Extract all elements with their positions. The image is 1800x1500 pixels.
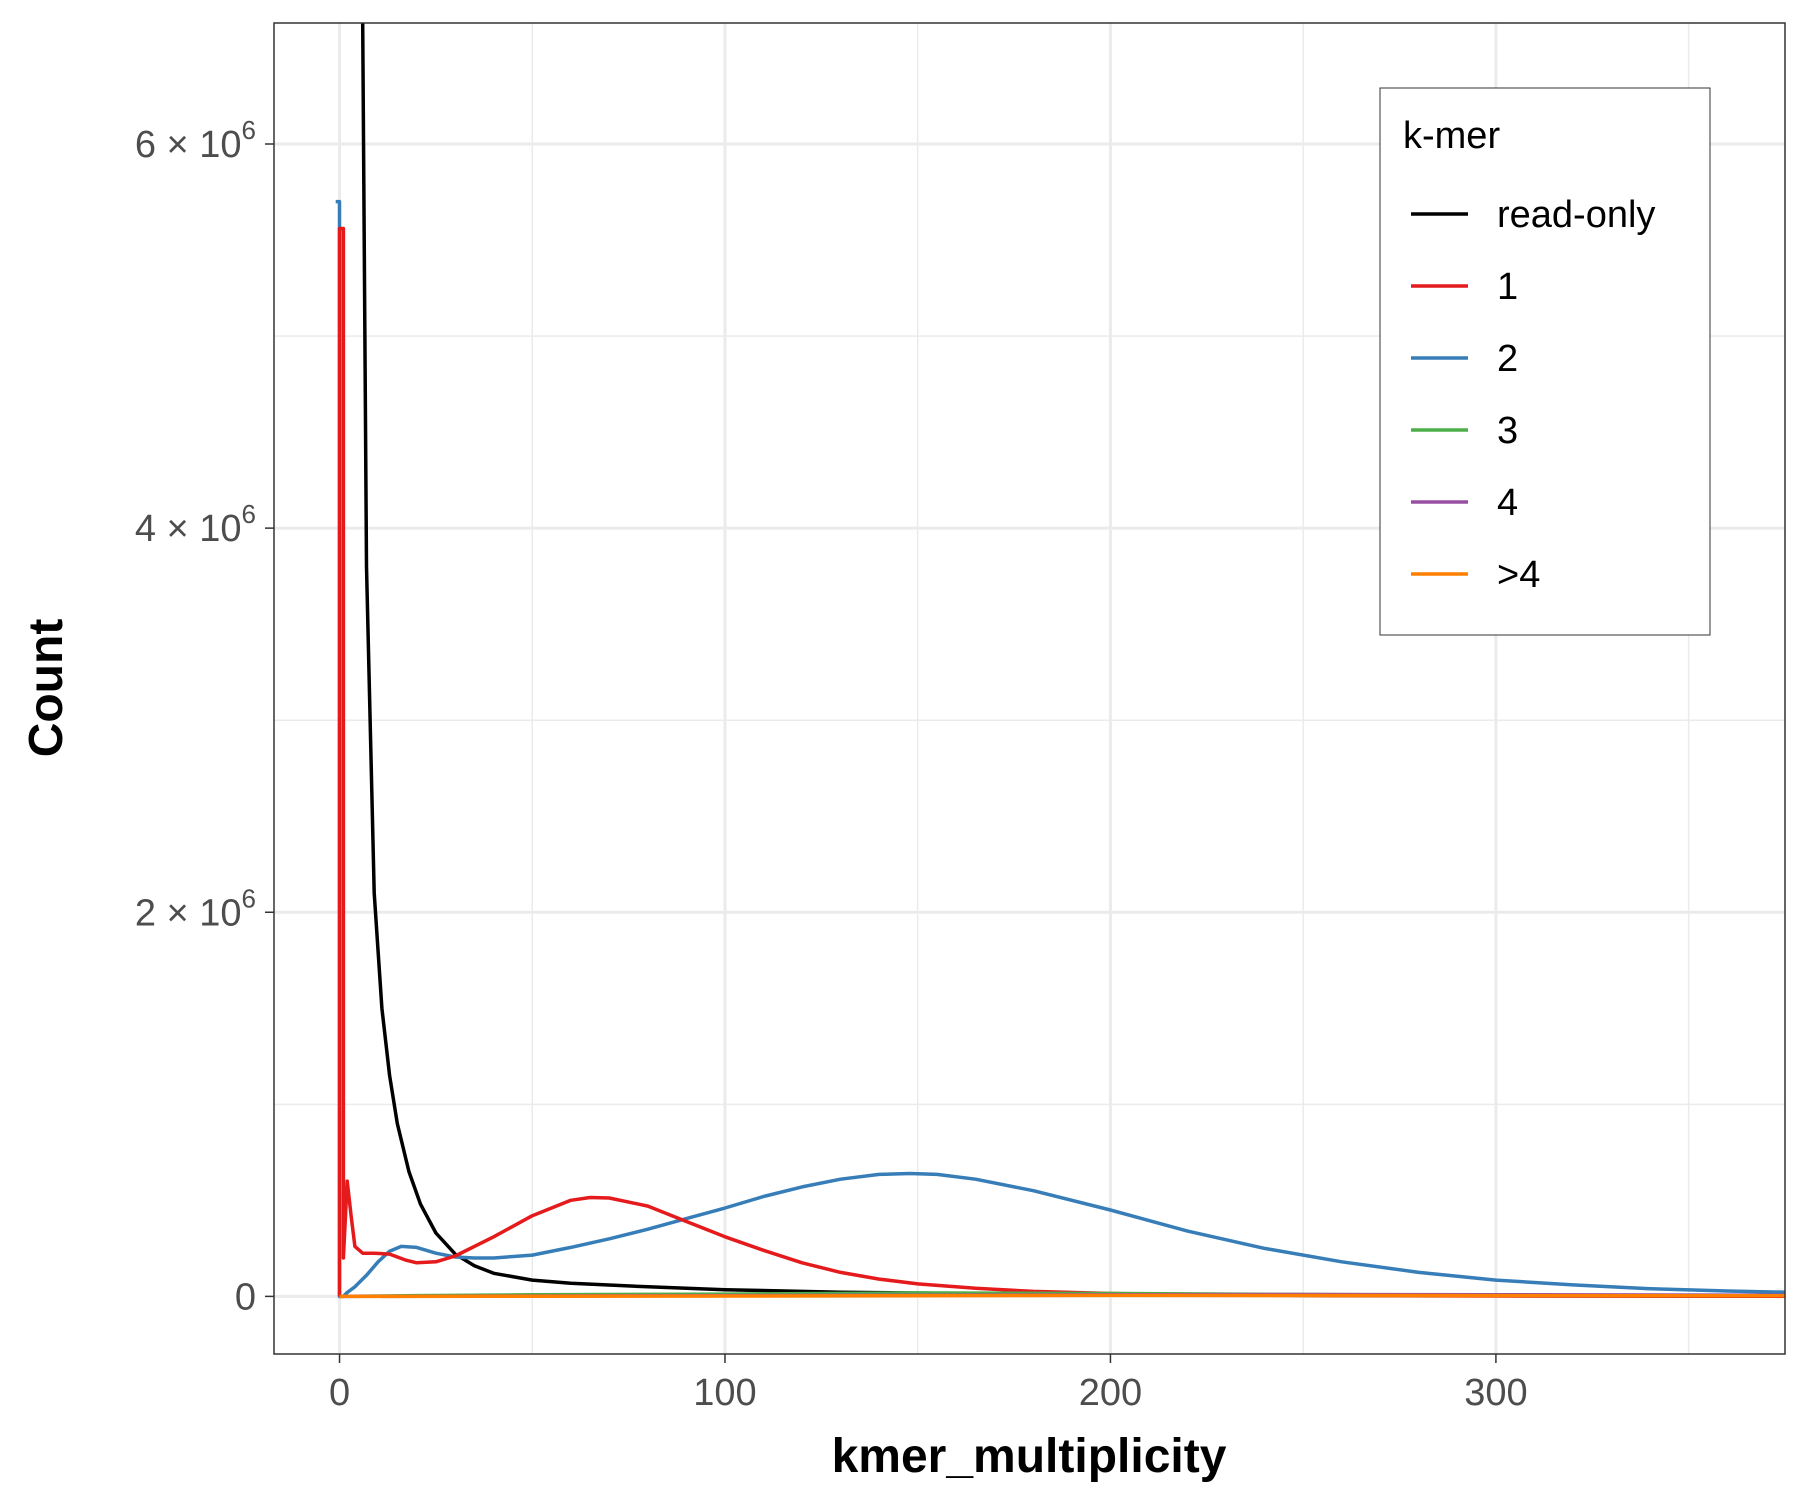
y-tick-label: 0 xyxy=(235,1276,256,1318)
series-line-2 xyxy=(335,199,1785,1299)
legend: k-mer read-only 1 2 3 4 >4 xyxy=(1379,87,1711,636)
x-tick-label: 300 xyxy=(1464,1372,1527,1414)
series-layer xyxy=(335,23,1785,1299)
x-tick-label: 0 xyxy=(329,1372,350,1414)
y-axis: 0 2 × 106 4 × 106 6 × 106 xyxy=(135,115,274,1318)
x-tick-label: 100 xyxy=(693,1372,756,1414)
y-axis-title: Count xyxy=(20,619,73,758)
x-tick-label: 200 xyxy=(1079,1372,1142,1414)
plot-border xyxy=(273,22,1786,1355)
legend-label: 1 xyxy=(1497,266,1518,308)
legend-label: 3 xyxy=(1497,410,1518,452)
y-tick-label: 4 × 106 xyxy=(135,499,256,550)
legend-label: >4 xyxy=(1497,554,1540,596)
y-tick-label: 2 × 106 xyxy=(135,883,256,934)
legend-entries: read-only 1 2 3 4 >4 xyxy=(1411,194,1655,596)
x-axis-title: kmer_multiplicity xyxy=(832,1430,1227,1483)
series-line-gt4 xyxy=(339,1293,1785,1299)
legend-title: k-mer xyxy=(1403,115,1500,157)
legend-box xyxy=(1379,87,1711,636)
legend-label: 4 xyxy=(1497,482,1518,524)
series-line-1 xyxy=(337,226,1785,1299)
legend-label: read-only xyxy=(1497,194,1655,236)
legend-label: 2 xyxy=(1497,338,1518,380)
y-tick-label: 6 × 106 xyxy=(135,115,256,166)
x-axis: 0 100 200 300 xyxy=(329,1354,1528,1414)
